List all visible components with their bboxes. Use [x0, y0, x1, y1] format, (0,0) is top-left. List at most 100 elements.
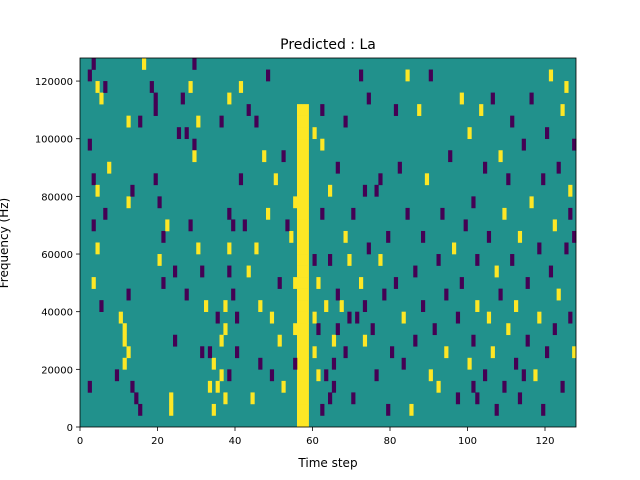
- heatmap-cell: [374, 184, 379, 197]
- heatmap-cell: [130, 184, 135, 197]
- heatmap-cell: [374, 369, 379, 382]
- heatmap-cell: [277, 277, 282, 289]
- x-tick-label: 0: [77, 436, 83, 447]
- heatmap-cell: [545, 346, 550, 359]
- heatmap-cell: [277, 334, 282, 347]
- heatmap-cell: [568, 207, 573, 220]
- heatmap-cell: [312, 127, 317, 140]
- heatmap-cell: [424, 173, 430, 186]
- heatmap-cell: [533, 369, 538, 382]
- plot-area: [79, 57, 577, 428]
- heatmap-cell: [444, 346, 449, 359]
- heatmap-cell: [250, 392, 255, 405]
- heatmap-cell: [486, 230, 492, 243]
- heatmap-cell: [304, 403, 309, 416]
- heatmap-cell: [122, 357, 127, 370]
- heatmap-cell: [219, 369, 224, 382]
- heatmap-cell: [300, 127, 306, 140]
- y-tick-label: 20000: [41, 365, 73, 376]
- heatmap-cell: [304, 357, 309, 370]
- heatmap-cell: [436, 254, 441, 266]
- heatmap-cell: [525, 334, 530, 347]
- x-tick-label: 100: [458, 436, 477, 447]
- heatmap-cell: [297, 311, 302, 324]
- heatmap-cell: [355, 311, 360, 324]
- heatmap-cell: [331, 380, 337, 393]
- heatmap-cell: [223, 300, 228, 312]
- heatmap-cell: [397, 161, 402, 174]
- heatmap-cell: [316, 277, 321, 289]
- heatmap-cell: [184, 127, 189, 140]
- heatmap-cell: [300, 357, 306, 370]
- heatmap-cell: [300, 207, 306, 220]
- x-tick-label: 80: [384, 436, 397, 447]
- heatmap-cell: [335, 288, 340, 301]
- heatmap-cell: [300, 254, 306, 266]
- heatmap-cell: [498, 150, 503, 163]
- heatmap-cell: [300, 196, 306, 209]
- heatmap-cell: [300, 369, 306, 382]
- heatmap-cell: [304, 323, 309, 336]
- heatmap-cell: [173, 265, 178, 278]
- heatmap-cell: [521, 369, 526, 382]
- heatmap-cell: [91, 173, 96, 186]
- heatmap-cell: [471, 334, 476, 347]
- heatmap-cell: [459, 92, 464, 105]
- heatmap-cell: [343, 230, 348, 243]
- heatmap-cell: [428, 69, 433, 82]
- heatmap-cell: [297, 230, 302, 243]
- heatmap-cell: [405, 207, 410, 220]
- heatmap-cell: [196, 115, 201, 128]
- heatmap-cell: [297, 127, 302, 140]
- heatmap-cell: [297, 196, 302, 209]
- heatmap-cell: [126, 196, 131, 209]
- heatmap-cell: [328, 184, 333, 197]
- heatmap-cell: [328, 254, 333, 266]
- heatmap-cell: [390, 346, 395, 359]
- heatmap-cell: [370, 323, 375, 336]
- heatmap-cell: [91, 58, 96, 70]
- heatmap-cell: [572, 346, 577, 359]
- heatmap-cell: [165, 219, 170, 232]
- heatmap-cell: [258, 300, 263, 312]
- heatmap-cell: [417, 104, 422, 116]
- heatmap-cell: [223, 323, 228, 336]
- heatmap-cell: [510, 115, 515, 128]
- heatmap-cell: [506, 323, 511, 336]
- heatmap-cell: [304, 277, 309, 289]
- heatmap-cell: [99, 300, 104, 312]
- heatmap-cell: [514, 300, 519, 312]
- heatmap-cell: [304, 230, 309, 243]
- heatmap-cell: [207, 380, 213, 393]
- heatmap-cell: [153, 104, 158, 116]
- heatmap-cell: [161, 230, 166, 243]
- heatmap-cell: [304, 392, 309, 405]
- heatmap-cell: [300, 334, 306, 347]
- heatmap-cell: [297, 346, 302, 359]
- heatmap-cell: [180, 92, 185, 105]
- y-axis-label: Frequency (Hz): [0, 198, 11, 289]
- heatmap-cell: [502, 380, 507, 393]
- heatmap-cell: [122, 334, 127, 347]
- heatmap-cell: [289, 230, 294, 243]
- heatmap-cell: [238, 81, 244, 93]
- heatmap-cell: [300, 184, 306, 197]
- heatmap-cell: [560, 380, 565, 393]
- heatmap-cell: [304, 346, 309, 359]
- heatmap-cell: [312, 311, 317, 324]
- heatmap-cell: [552, 323, 557, 336]
- heatmap-cell: [479, 104, 484, 116]
- heatmap-cell: [87, 69, 92, 82]
- heatmap-cell: [200, 265, 205, 278]
- heatmap-cell: [297, 265, 302, 278]
- heatmap-cell: [552, 219, 557, 232]
- heatmap-cell: [455, 311, 461, 324]
- heatmap-cell: [359, 69, 364, 82]
- heatmap-cell: [378, 173, 383, 186]
- heatmap-cell: [343, 346, 348, 359]
- heatmap-cell: [91, 219, 96, 232]
- heatmap-cell: [297, 184, 302, 197]
- heatmap-cell: [262, 150, 267, 163]
- heatmap-cell: [246, 104, 251, 116]
- heatmap-cell: [304, 219, 309, 232]
